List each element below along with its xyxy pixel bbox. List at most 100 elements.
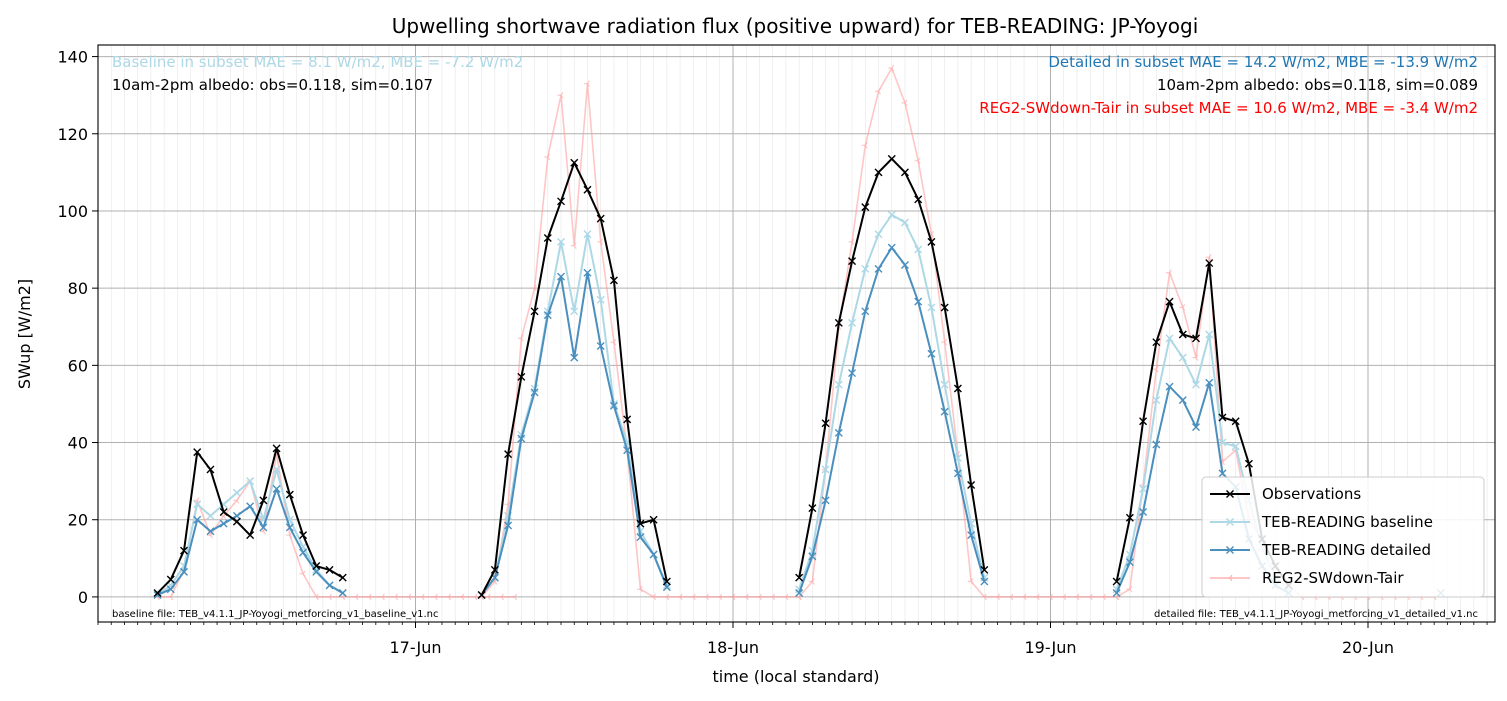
x-ticks: 17-Jun 18-Jun 19-Jun 20-Jun <box>97 622 1488 657</box>
marker-stroke <box>259 496 268 505</box>
marker-stroke <box>368 593 372 598</box>
data-point <box>755 593 762 601</box>
marker-stroke <box>1244 459 1253 468</box>
marker-stroke <box>596 214 605 223</box>
data-point <box>596 342 605 351</box>
data-point <box>1112 589 1121 598</box>
plot-frame <box>97 44 1496 623</box>
marker-stroke <box>861 264 870 273</box>
data-point <box>418 593 425 601</box>
data-point <box>689 593 696 601</box>
marker-stroke <box>732 593 736 598</box>
data-point <box>246 477 255 486</box>
marker-stroke <box>520 335 524 339</box>
marker-stroke <box>1023 596 1027 601</box>
data-point <box>325 581 334 590</box>
marker-stroke <box>706 593 709 598</box>
marker-stroke <box>904 102 908 107</box>
marker-stroke <box>560 94 564 99</box>
data-point <box>887 243 896 252</box>
data-point <box>900 218 909 227</box>
marker-stroke <box>219 519 228 528</box>
marker-stroke <box>679 596 683 601</box>
data-point <box>272 484 281 493</box>
data-point <box>206 527 215 536</box>
marker-stroke <box>732 596 736 601</box>
marker-stroke <box>193 500 202 509</box>
data-point <box>848 238 855 246</box>
marker-stroke <box>1125 513 1134 522</box>
marker-stroke <box>1229 574 1233 579</box>
marker-stroke <box>808 552 817 561</box>
data-point <box>662 583 671 592</box>
baseline-albedo-annotation: 10am-2pm albedo: obs=0.118, sim=0.107 <box>112 76 433 94</box>
marker-stroke <box>560 91 564 96</box>
marker-stroke <box>285 490 294 499</box>
y-axis-label: SWup [W/m2] <box>15 279 34 389</box>
marker-stroke <box>481 596 485 601</box>
marker-stroke <box>851 238 855 243</box>
marker-stroke <box>719 593 723 598</box>
marker-stroke <box>272 444 281 453</box>
marker-stroke <box>573 242 577 247</box>
data-point <box>1192 354 1199 361</box>
marker-stroke <box>914 297 923 306</box>
marker-stroke <box>662 577 671 586</box>
data-point <box>887 154 896 163</box>
data-point <box>326 593 332 601</box>
marker-stroke <box>236 500 240 504</box>
data-point <box>662 577 671 586</box>
baseline-file-annotation: baseline file: TEB_v4.1.1_JP-Yoyogi_metf… <box>112 609 439 620</box>
marker-stroke <box>811 578 815 582</box>
data-point <box>285 523 294 532</box>
marker-stroke <box>325 581 334 590</box>
marker-stroke <box>206 511 215 520</box>
marker-stroke <box>878 90 881 95</box>
marker-stroke <box>930 233 934 238</box>
data-point <box>153 590 162 599</box>
marker-stroke <box>179 546 188 555</box>
marker-stroke <box>785 593 789 598</box>
data-point <box>994 593 1001 601</box>
marker-stroke <box>557 272 566 281</box>
data-point <box>299 570 306 578</box>
data-point <box>821 465 830 474</box>
data-point <box>861 203 870 212</box>
data-point <box>193 500 202 509</box>
x-tick-label: 20-Jun <box>1342 638 1394 657</box>
marker-stroke <box>887 210 896 219</box>
data-point <box>1152 440 1161 449</box>
legend-marker <box>1226 546 1234 554</box>
data-point <box>570 307 579 316</box>
marker-stroke <box>596 295 605 304</box>
data-point <box>940 380 949 389</box>
marker-stroke <box>944 341 948 346</box>
marker-stroke <box>299 531 308 540</box>
marker-stroke <box>1195 354 1199 358</box>
data-point <box>927 349 936 358</box>
data-point <box>477 590 486 599</box>
data-point <box>206 465 215 474</box>
marker-stroke <box>821 419 830 428</box>
marker-stroke <box>448 593 452 598</box>
data-point <box>544 153 551 161</box>
data-point <box>179 546 188 555</box>
data-point <box>953 384 962 393</box>
marker-stroke <box>1125 558 1134 567</box>
series-line <box>157 453 515 598</box>
marker-stroke <box>861 203 870 212</box>
reg2-stats-annotation: REG2-SWdown-Tair in subset MAE = 10.6 W/… <box>979 99 1478 117</box>
data-point <box>557 91 564 99</box>
data-point <box>914 157 921 165</box>
marker-stroke <box>967 480 976 489</box>
marker-stroke <box>547 156 551 161</box>
y-tick-label: 20 <box>68 511 88 530</box>
marker-stroke <box>623 446 632 455</box>
data-point <box>795 573 804 582</box>
data-point <box>808 578 815 585</box>
data-point <box>378 593 385 601</box>
data-point <box>663 593 670 601</box>
data-point <box>166 585 175 594</box>
data-point <box>557 237 566 246</box>
